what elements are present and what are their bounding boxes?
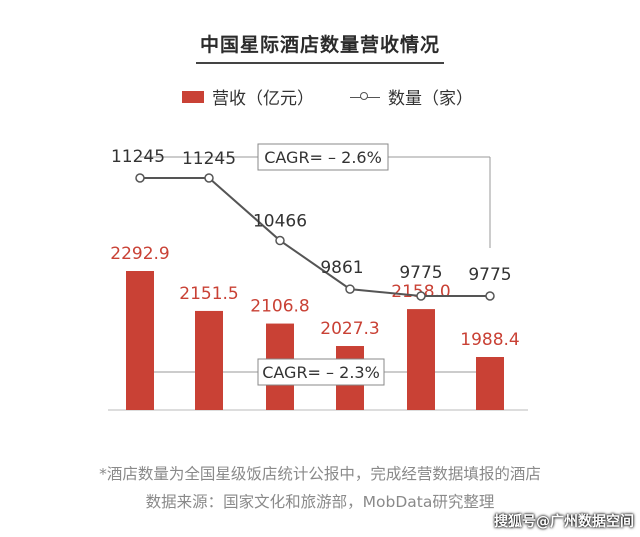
title-underline <box>196 62 444 64</box>
cagr-revenue-text: CAGR= – 2.3% <box>262 363 380 382</box>
cagr-revenue-box <box>257 358 385 386</box>
count-point-4 <box>345 284 355 294</box>
cagr-count-text: CAGR= – 2.6% <box>264 148 382 167</box>
bar-5 <box>407 309 435 410</box>
bar-label-4: 2027.3 <box>320 319 379 339</box>
legend-bar: 营收（亿元） <box>182 84 314 109</box>
bar-2 <box>195 310 223 410</box>
count-label-1: 11245 <box>111 147 165 167</box>
count-label-6: 9775 <box>468 265 511 285</box>
count-label-2: 11245 <box>182 149 236 169</box>
count-point-1 <box>135 173 145 183</box>
count-point-6 <box>485 291 495 301</box>
bar-label-2: 2151.5 <box>179 284 238 304</box>
count-point-5 <box>416 291 426 301</box>
legend-bar-label: 营收（亿元） <box>212 89 314 109</box>
legend-bar-swatch <box>182 90 204 103</box>
count-point-2 <box>204 173 214 183</box>
bar-6 <box>476 357 504 410</box>
chart-title: 中国星际酒店数量营收情况 <box>199 34 440 56</box>
footer-note: *酒店数量为全国星级饭店统计公报中，完成经营数据填报的酒店 <box>99 465 541 483</box>
legend: 营收（亿元） 数量（家） <box>0 84 640 110</box>
cagr-count-box <box>257 143 389 171</box>
bar-label-3: 2106.8 <box>250 297 309 317</box>
count-series-line <box>140 177 490 297</box>
footer-source: 数据来源：国家文化和旅游部，MobData研究整理 <box>145 493 495 511</box>
count-label-4: 9861 <box>320 258 363 278</box>
bar-label-1: 2292.9 <box>110 244 169 264</box>
count-label-5: 9775 <box>399 263 442 283</box>
legend-line-label: 数量（家） <box>388 89 473 109</box>
bar-1 <box>126 271 154 410</box>
count-label-3: 10466 <box>253 212 307 232</box>
legend-line: 数量（家） <box>350 84 473 109</box>
watermark: 搜狐号@广州数据空间 <box>494 514 634 530</box>
count-point-3 <box>275 235 285 246</box>
bar-label-6: 1988.4 <box>460 330 519 350</box>
legend-line-swatch <box>350 91 380 103</box>
